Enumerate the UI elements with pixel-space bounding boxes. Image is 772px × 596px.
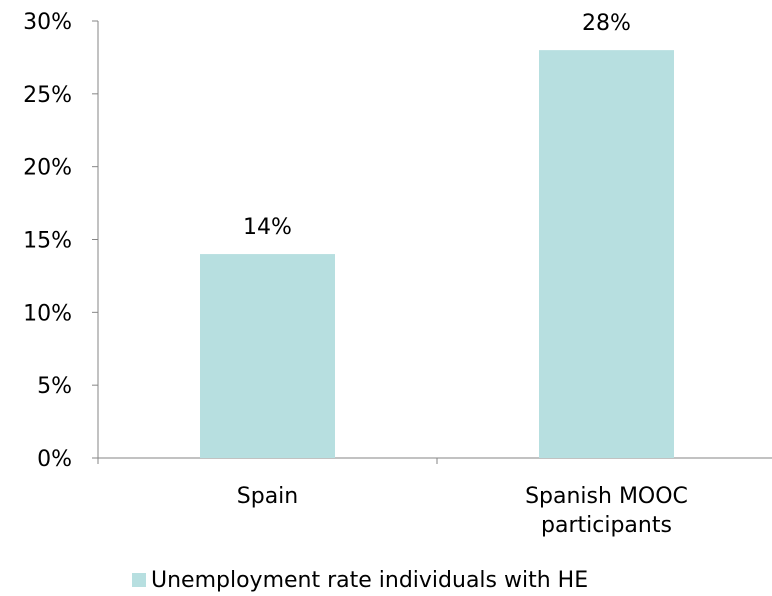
x-category-label: Spain [237, 484, 298, 509]
bar [539, 50, 674, 459]
y-tick-label: 30% [23, 10, 72, 35]
y-tick-label: 10% [23, 301, 72, 326]
y-tick-label: 20% [23, 156, 72, 181]
legend-label: Unemployment rate individuals with HE [151, 568, 588, 593]
x-category-label: participants [541, 513, 672, 538]
bar [200, 254, 335, 458]
y-tick-label: 0% [37, 447, 72, 472]
bar-series: 14% 28% [200, 11, 674, 459]
y-tick-label: 15% [23, 229, 72, 254]
bar-data-label: 28% [582, 11, 631, 36]
y-tick-label: 25% [23, 83, 72, 108]
y-tick-label: 5% [37, 374, 72, 399]
legend-swatch [132, 573, 146, 587]
bar-data-label: 14% [243, 215, 292, 240]
legend: Unemployment rate individuals with HE [132, 568, 588, 593]
x-axis: Spain Spanish MOOC participants [97, 457, 772, 538]
y-axis: 0% 5% 10% 15% 20% 25% 30% [23, 10, 99, 472]
x-category-label: Spanish MOOC [525, 484, 688, 509]
